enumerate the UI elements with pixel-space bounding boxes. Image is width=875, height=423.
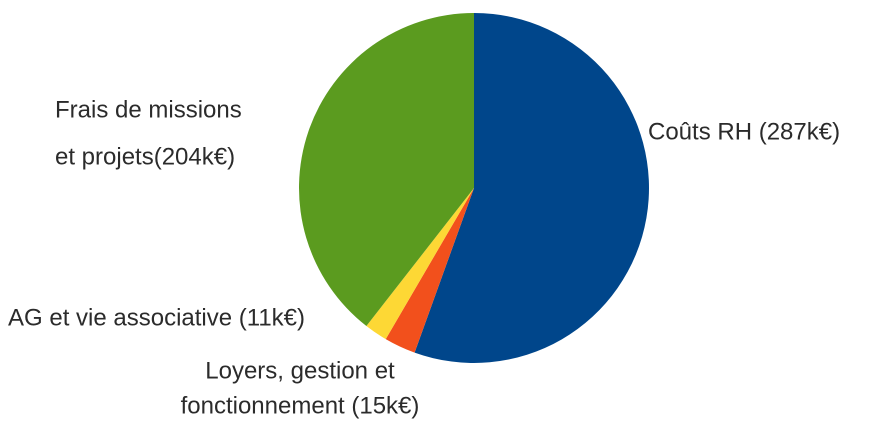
pie-slice [366, 188, 474, 340]
slice-label: et projets(204k€) [55, 143, 235, 170]
slice-label: Coûts RH (287k€) [648, 118, 840, 145]
slice-label: Loyers, gestion et [205, 357, 395, 384]
slice-label: fonctionnement (15k€) [181, 392, 420, 419]
pie-slice [414, 13, 649, 363]
slice-label: Frais de missions [55, 96, 242, 123]
pie-slice [298, 13, 474, 326]
pie-slice [385, 188, 474, 353]
slice-label: AG et vie associative (11k€) [8, 304, 305, 331]
